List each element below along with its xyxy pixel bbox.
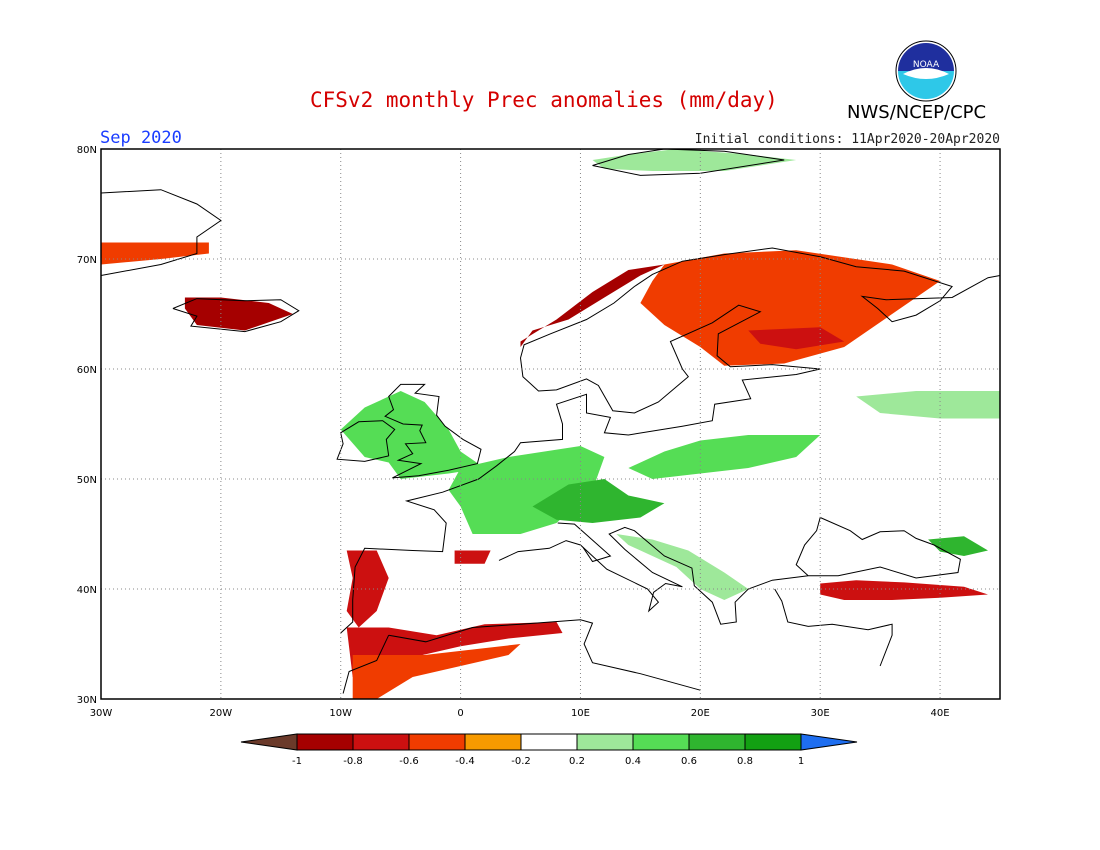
lat-tick-label: 60N — [77, 365, 97, 376]
anomaly-region — [856, 391, 1000, 419]
coastline — [340, 247, 1001, 634]
colorbar-tick-label: 1 — [798, 756, 804, 767]
lon-tick-label: 20W — [210, 708, 233, 719]
coastline — [557, 522, 612, 563]
colorbar-swatch — [296, 733, 354, 751]
anomaly-region — [101, 242, 209, 265]
coastline — [336, 420, 396, 462]
lat-tick-label: 80N — [77, 145, 97, 156]
anomaly-region — [340, 391, 485, 479]
anomaly-region — [532, 479, 665, 523]
anomaly-region — [628, 435, 821, 479]
anomaly-region — [184, 297, 293, 331]
anomaly-region — [520, 264, 665, 347]
colorbar-swatch — [464, 733, 522, 751]
anomaly-region — [352, 644, 521, 699]
colorbar-swatch — [576, 733, 634, 751]
coastline — [100, 189, 222, 276]
colorbar-tick-label: -0.4 — [455, 756, 475, 767]
anomaly-region — [346, 622, 563, 677]
colorbar-swatch — [744, 733, 802, 751]
coastline — [384, 383, 482, 479]
anomaly-region — [640, 250, 941, 366]
agency-label: NWS/NCEP/CPC — [847, 102, 987, 123]
map-title: CFSv2 monthly Prec anomalies (mm/day) — [310, 88, 778, 112]
lon-tick-label: 30E — [811, 708, 830, 719]
colorbar-swatch — [408, 733, 466, 751]
anomaly-region — [592, 149, 797, 171]
colorbar-swatch — [800, 733, 858, 751]
logo-text: NOAA — [913, 60, 940, 70]
anomaly-region — [454, 550, 491, 564]
coastline — [388, 619, 701, 691]
noaa-logo-icon: NOAA — [895, 40, 957, 102]
anomaly-field — [101, 149, 1000, 699]
coastline — [774, 588, 893, 667]
coastline — [795, 516, 961, 579]
coastline — [498, 526, 809, 625]
coastline — [592, 148, 785, 176]
lat-tick-label: 40N — [77, 585, 97, 596]
colorbar-tick-label: -0.6 — [399, 756, 419, 767]
anomaly-region — [748, 327, 845, 350]
lat-tick-label: 70N — [77, 255, 97, 266]
axis-labels: 30W 20W 10W 0 10E 20E 30E 40E 30N 40N 50N 60N 70N 80N — [77, 145, 950, 719]
target-month: Sep 2020 — [100, 128, 182, 148]
colorbar: -1 -0.8 -0.6 -0.4 -0.2 0.2 0.4 0.6 0.8 1 — [240, 733, 858, 767]
lon-tick-label: 20E — [691, 708, 710, 719]
coastline — [342, 634, 390, 694]
colorbar-swatch — [632, 733, 690, 751]
colorbar-swatch — [240, 733, 298, 751]
colorbar-tick-label: 0.8 — [737, 756, 753, 767]
gridlines — [101, 149, 1000, 699]
colorbar-tick-label: -1 — [292, 756, 302, 767]
colorbar-swatch — [352, 733, 410, 751]
colorbar-tick-label: 0.2 — [569, 756, 585, 767]
lat-tick-label: 30N — [77, 695, 97, 706]
lon-tick-label: 10W — [329, 708, 352, 719]
colorbar-tick-label: -0.2 — [511, 756, 531, 767]
lon-tick-label: 0 — [457, 708, 463, 719]
colorbar-tick-label: 0.4 — [625, 756, 641, 767]
colorbar-tick-label: 0.6 — [681, 756, 697, 767]
anomaly-region — [346, 550, 389, 628]
anomaly-region — [820, 580, 988, 600]
lon-tick-label: 10E — [571, 708, 590, 719]
colorbar-swatch — [520, 733, 578, 751]
anomaly-region — [928, 536, 988, 556]
lon-tick-label: 40E — [931, 708, 950, 719]
lon-tick-label: 30W — [90, 708, 113, 719]
colorbar-tick-label: -0.8 — [343, 756, 363, 767]
initial-conditions: Initial conditions: 11Apr2020-20Apr2020 — [694, 132, 1000, 147]
coastlines — [100, 148, 1001, 694]
colorbar-swatch — [688, 733, 746, 751]
anomaly-region — [616, 534, 749, 600]
map-frame — [100, 148, 1001, 700]
lat-tick-label: 50N — [77, 475, 97, 486]
coastline — [172, 298, 300, 333]
